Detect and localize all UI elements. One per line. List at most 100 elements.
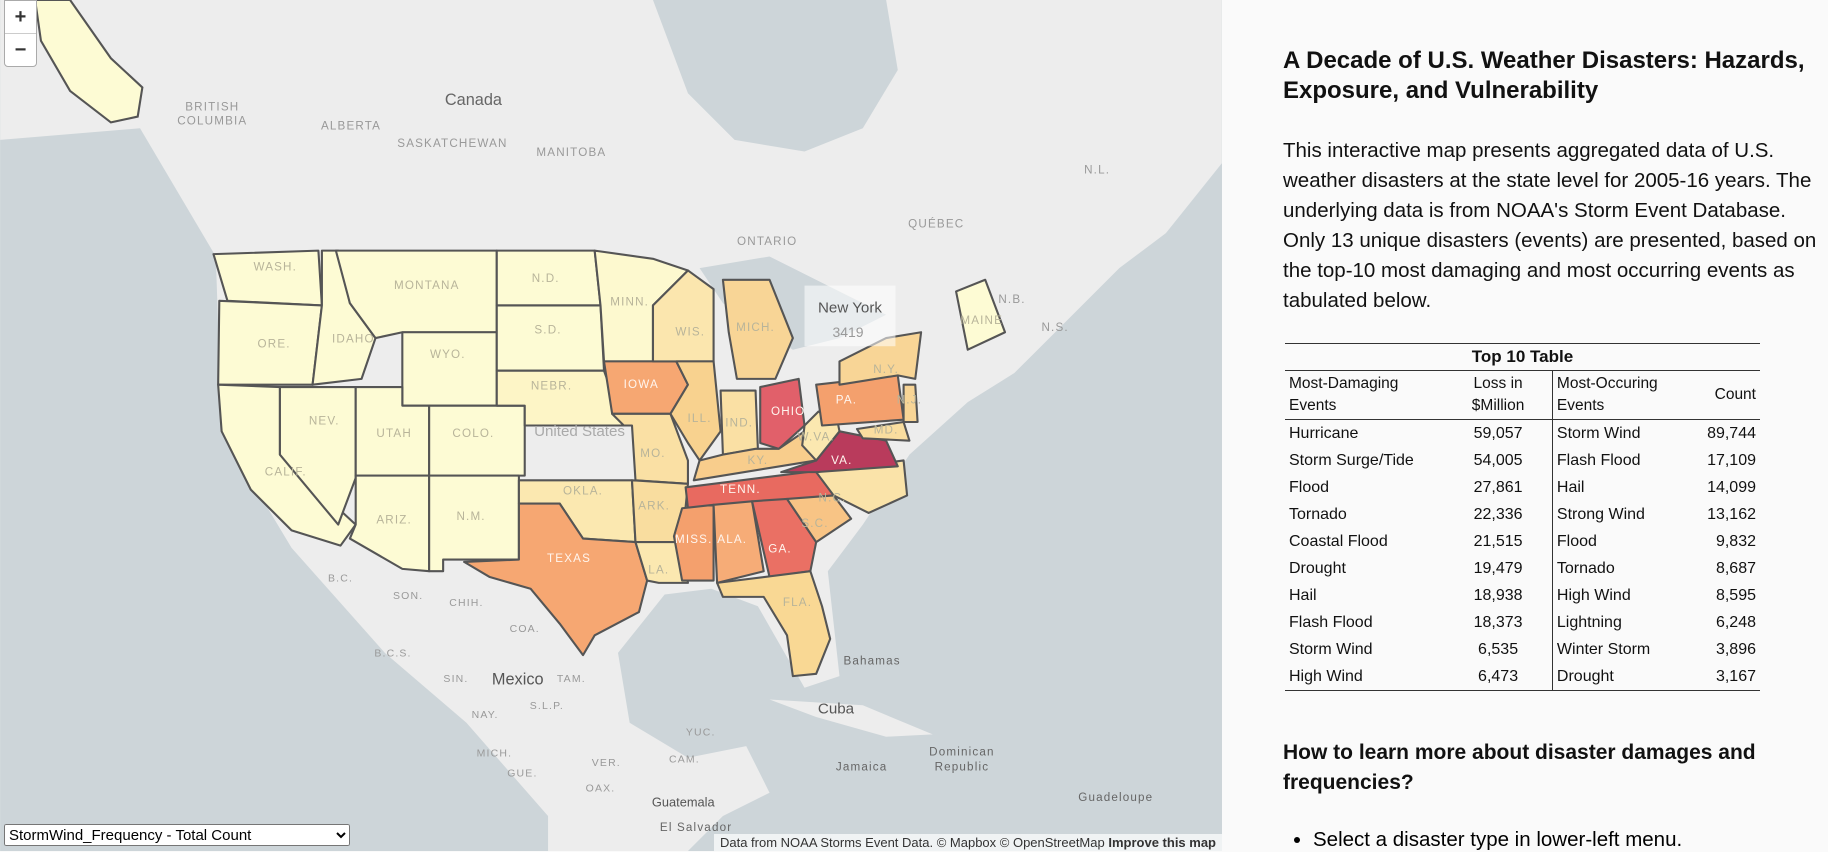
state (428, 404, 526, 477)
hudson-bay (652, 0, 898, 152)
disaster-select[interactable]: StormWind_Frequency - Total Count (4, 824, 350, 846)
improve-link[interactable]: Improve this map (1108, 835, 1216, 850)
state-label: KY. (748, 454, 769, 467)
state-label: N.C. (819, 491, 847, 504)
place-label: VER. (592, 758, 621, 769)
state-label: VA. (831, 454, 852, 467)
place-label: ONTARIO (737, 235, 797, 248)
state (278, 385, 357, 526)
side-panel: A Decade of U.S. Weather Disasters: Haza… (1222, 0, 1828, 851)
zoom-control: + − (4, 0, 37, 67)
state-label: S.D. (534, 323, 561, 336)
state (463, 502, 649, 657)
state (669, 360, 722, 462)
state (212, 249, 323, 307)
place-label: COA. (510, 624, 540, 635)
table-cell: Tornado (1556, 559, 1615, 577)
state-label: WYO. (430, 348, 466, 361)
table-row: Flood 27,861 Hail 14,099 (1285, 474, 1760, 501)
cuba (769, 699, 933, 737)
table-cell: 3,896 (1715, 640, 1756, 658)
table-cell: Drought (1556, 667, 1614, 685)
place-label: COLUMBIA (177, 115, 247, 128)
state-label: NEBR. (531, 379, 572, 392)
place-label: Cuba (818, 700, 855, 717)
place-label: El Salvador (660, 821, 732, 834)
place-label: MANITOBA (536, 146, 606, 159)
table-cell: Storm Wind (1556, 424, 1641, 442)
how-title: How to learn more about disaster damages… (1283, 741, 1756, 794)
place-label: United States (534, 423, 625, 440)
state-label: GA. (768, 543, 792, 556)
place-label: YUC. (686, 728, 716, 739)
table-row: Flash Flood 18,373 Lightning 6,248 (1285, 609, 1760, 636)
table-row: Storm Wind 6,535 Winter Storm 3,896 (1285, 636, 1760, 663)
state-label: TEXAS (547, 552, 591, 565)
map-canvas[interactable]: WASH. ORE. CALIF. IDAHO NEV. MONTANA WYO. UTAH C… (0, 0, 1222, 851)
table-cell: High Wind (1556, 586, 1631, 604)
tooltip-box (804, 285, 896, 347)
state (785, 494, 853, 544)
state (401, 331, 498, 407)
state-label: OHIO (771, 405, 805, 418)
table-cell: Storm Wind (1289, 640, 1373, 658)
map[interactable]: WASH. ORE. CALIF. IDAHO NEV. MONTANA WYO. UTAH C… (0, 0, 1222, 851)
state (955, 278, 1007, 351)
place-label: Bahamas (843, 654, 900, 667)
table-caption: Top 10 Table (1285, 343, 1760, 370)
steps: Select a disaster type in lower-left men… (1283, 828, 1682, 852)
zoom-out[interactable]: − (5, 33, 36, 66)
place-label: N.L. (1084, 164, 1110, 177)
place-label: Mexico (492, 670, 544, 688)
place-label: B.C.S. (374, 648, 411, 659)
state-label: ARIZ. (376, 513, 412, 526)
table-cell: 19,479 (1444, 555, 1553, 582)
table-cell: 17,109 (1707, 451, 1756, 469)
place-label: SON. (393, 591, 423, 602)
table-cell: 14,099 (1707, 478, 1756, 496)
place-label: OAX. (586, 784, 616, 795)
state-label: ILL. (688, 412, 712, 425)
column-header: Loss in $Million (1444, 370, 1553, 420)
table-row: Storm Surge/Tide 54,005 Flash Flood 17,109 (1285, 447, 1760, 474)
state (759, 377, 806, 450)
table-cell: High Wind (1289, 667, 1363, 685)
attribution: Data from NOAA Storms Event Data. © Mapb… (713, 834, 1222, 851)
state (672, 503, 715, 582)
table-cell: 13,162 (1707, 505, 1756, 523)
state-label: MD. (874, 424, 899, 437)
table-cell: 18,373 (1444, 609, 1553, 636)
state (716, 570, 832, 678)
state (815, 374, 905, 427)
table-cell: Storm Surge/Tide (1289, 451, 1414, 469)
tooltip-name: New York (818, 299, 882, 316)
place-label: N.S. (1041, 321, 1068, 334)
state (902, 383, 919, 424)
state-label: IDAHO (332, 333, 375, 346)
table-cell: 27,861 (1444, 474, 1553, 501)
state-label: MO. (640, 447, 665, 460)
place-label: ALBERTA (321, 119, 381, 132)
state-label: W.VA. (798, 431, 835, 444)
place-label: CHIH. (449, 598, 483, 609)
state (495, 369, 625, 427)
table-cell: Flash Flood (1289, 613, 1373, 631)
state-label: PA. (836, 393, 857, 406)
table-cell: 6,535 (1444, 636, 1553, 663)
table-cell: 18,938 (1444, 582, 1553, 609)
table-cell: Hail (1556, 478, 1585, 496)
state-label: WIS. (675, 326, 705, 339)
state (495, 304, 606, 372)
table-cell: Flood (1289, 478, 1330, 496)
state (712, 500, 765, 584)
state-label: NEV. (309, 414, 340, 427)
table-cell: 9,832 (1715, 532, 1756, 550)
state (428, 474, 520, 573)
table-row: High Wind 6,473 Drought 3,167 (1285, 663, 1760, 691)
column-header: Most-Occuring Events (1552, 370, 1704, 420)
zoom-in[interactable]: + (14, 6, 27, 28)
table-cell: 59,057 (1444, 419, 1553, 447)
table-cell: 21,515 (1444, 528, 1553, 555)
place-label: QUÉBEC (908, 217, 964, 230)
